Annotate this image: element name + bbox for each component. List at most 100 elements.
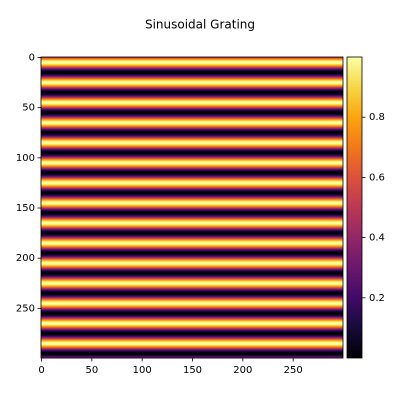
heatmap-row (41, 117, 343, 119)
heatmap-row (41, 316, 343, 319)
heatmap-row (41, 158, 343, 160)
heatmap-row (41, 262, 343, 265)
heatmap-row (41, 82, 343, 84)
heatmap-row (41, 194, 343, 196)
heatmap-row (41, 246, 343, 249)
heatmap-row (41, 121, 343, 123)
heatmap-row (41, 233, 343, 235)
heatmap-row (41, 328, 343, 331)
heatmap-row (41, 251, 343, 254)
heatmap-row (41, 263, 343, 266)
heatmap-row (41, 319, 343, 322)
heatmap-row (41, 336, 343, 339)
heatmap-row (41, 149, 343, 151)
heatmap-row (41, 126, 343, 128)
heatmap-row (41, 340, 343, 343)
heatmap-row (41, 189, 343, 191)
heatmap-row (41, 224, 343, 226)
plot-frame (40, 56, 344, 359)
heatmap-row (41, 242, 343, 245)
heatmap-row (41, 284, 343, 287)
heatmap-row (41, 286, 343, 289)
heatmap-row (41, 347, 343, 350)
heatmap-row (41, 334, 343, 337)
heatmap-row (41, 156, 343, 158)
heatmap-row (41, 165, 343, 167)
heatmap-row (41, 139, 343, 141)
heatmap-row (41, 154, 343, 156)
heatmap-row (41, 297, 343, 300)
heatmap-row (41, 273, 343, 276)
heatmap-row (41, 80, 343, 82)
heatmap-row (41, 111, 343, 113)
heatmap-row (41, 136, 343, 138)
heatmap-row (41, 226, 343, 228)
heatmap-row (41, 196, 343, 198)
heatmap-row (41, 94, 343, 96)
heatmap-row (41, 331, 343, 334)
heatmap-row (41, 75, 343, 77)
heatmap-row (41, 120, 343, 122)
heatmap-row (41, 220, 343, 222)
heatmap-row (41, 230, 343, 232)
heatmap-row (41, 103, 343, 105)
heatmap-row (41, 265, 343, 268)
chart-title: Sinusoidal Grating (145, 18, 255, 32)
heatmap-row (41, 266, 343, 269)
heatmap-row (41, 95, 343, 97)
heatmap-row (41, 131, 343, 133)
heatmap-row (41, 191, 343, 193)
heatmap-row (41, 342, 343, 345)
heatmap-row (41, 140, 343, 142)
heatmap-row (41, 180, 343, 182)
heatmap-row (41, 137, 343, 139)
heatmap-row (41, 218, 343, 220)
heatmap-row (41, 101, 343, 103)
heatmap-row (41, 58, 343, 60)
heatmap-row (41, 198, 343, 200)
heatmap-row (41, 133, 343, 135)
heatmap-row (41, 130, 343, 132)
heatmap-row (41, 91, 343, 93)
heatmap-row (41, 193, 343, 195)
heatmap-row (41, 348, 343, 351)
heatmap-row (41, 216, 343, 218)
heatmap-row (41, 187, 343, 189)
heatmap-row (41, 74, 343, 76)
heatmap-row (41, 320, 343, 323)
heatmap-row (41, 185, 343, 187)
heatmap-row (41, 145, 343, 147)
heatmap-row (41, 85, 343, 87)
heatmap-row (41, 247, 343, 250)
heatmap-row (41, 312, 343, 315)
heatmap-row (41, 346, 343, 349)
heatmap-row (41, 301, 343, 304)
heatmap-row (41, 326, 343, 329)
heatmap-row (41, 213, 343, 215)
heatmap-row (41, 64, 343, 66)
heatmap-row (41, 135, 343, 137)
heatmap-row (41, 311, 343, 314)
heatmap-row (41, 275, 343, 278)
heatmap-row (41, 221, 343, 223)
heatmap-row (41, 160, 343, 162)
heatmap-row (41, 162, 343, 164)
heatmap-row (41, 237, 343, 240)
heatmap-row (41, 240, 343, 243)
y-tick-label: 150 (16, 203, 35, 214)
heatmap-row (41, 128, 343, 130)
heatmap-row (41, 178, 343, 180)
heatmap-row (41, 210, 343, 212)
heatmap-row (41, 159, 343, 161)
heatmap-row (41, 203, 343, 205)
heatmap-row (41, 261, 343, 264)
heatmap-row (41, 73, 343, 75)
heatmap-row (41, 354, 343, 357)
heatmap-row (41, 151, 343, 153)
heatmap-row (41, 163, 343, 165)
heatmap-row (41, 88, 343, 90)
heatmap-row (41, 169, 343, 171)
heatmap-row (41, 271, 343, 274)
heatmap-row (41, 118, 343, 120)
